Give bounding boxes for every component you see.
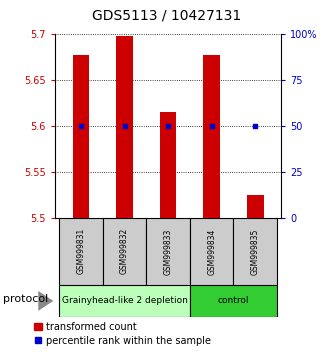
- Bar: [147, 218, 190, 285]
- Text: GSM999831: GSM999831: [77, 228, 86, 274]
- Bar: [73, 55, 89, 218]
- Text: control: control: [218, 296, 249, 306]
- Bar: [116, 36, 133, 218]
- Text: GSM999834: GSM999834: [207, 228, 216, 275]
- Text: protocol: protocol: [3, 294, 49, 304]
- Text: GSM999833: GSM999833: [164, 228, 173, 275]
- Bar: [203, 55, 220, 218]
- Bar: [247, 195, 263, 218]
- Legend: transformed count, percentile rank within the sample: transformed count, percentile rank withi…: [34, 322, 211, 346]
- Bar: [103, 218, 147, 285]
- Bar: [59, 285, 190, 317]
- Bar: [233, 218, 277, 285]
- Text: Grainyhead-like 2 depletion: Grainyhead-like 2 depletion: [62, 296, 187, 306]
- Polygon shape: [38, 291, 53, 311]
- Bar: [190, 218, 233, 285]
- Text: GDS5113 / 10427131: GDS5113 / 10427131: [92, 9, 241, 23]
- Text: GSM999832: GSM999832: [120, 228, 129, 274]
- Bar: [190, 285, 277, 317]
- Bar: [59, 218, 103, 285]
- Bar: [160, 112, 176, 218]
- Text: GSM999835: GSM999835: [251, 228, 260, 275]
